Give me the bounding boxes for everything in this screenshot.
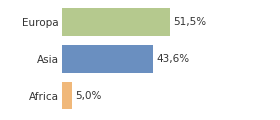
Text: 43,6%: 43,6% <box>156 54 190 64</box>
Text: 5,0%: 5,0% <box>75 91 102 101</box>
Bar <box>62 82 72 109</box>
Bar <box>62 8 170 36</box>
Text: 51,5%: 51,5% <box>173 17 206 27</box>
Bar <box>62 45 153 73</box>
